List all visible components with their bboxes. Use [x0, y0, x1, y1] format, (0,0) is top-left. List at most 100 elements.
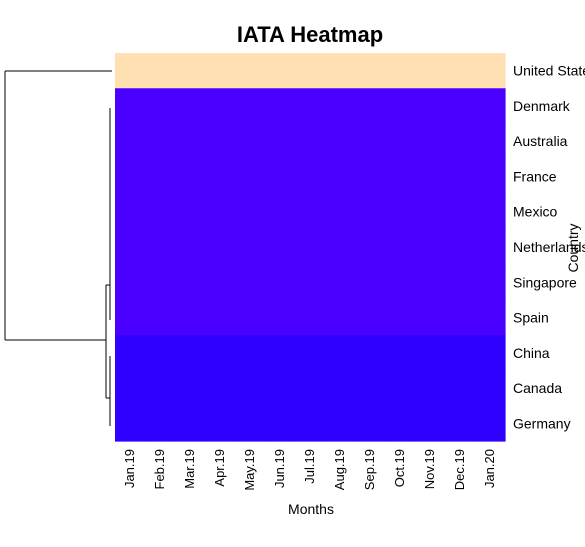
row-label-france: France: [513, 168, 557, 184]
heatmap-cell-canada-jul-19: [295, 370, 326, 407]
heatmap-cell-france-jul-19: [295, 158, 326, 195]
heatmap-cell-mexico-jan-20: [475, 194, 506, 230]
heatmap-cell-united-states-apr-19: [205, 53, 236, 89]
heatmap-cell-denmark-jul-19: [295, 88, 326, 125]
heatmap-cell-denmark-jan-20: [475, 88, 506, 125]
heatmap-cell-france-dec-19: [445, 158, 476, 195]
column-label-jun-19: Jun.19: [272, 449, 287, 488]
row-label-china: China: [513, 345, 550, 361]
heatmap-cell-singapore-dec-19: [445, 264, 476, 301]
heatmap-cell-netherlands-sep-19: [355, 229, 386, 266]
row-label-netherlands: Netherlands: [513, 239, 585, 255]
heatmap-cell-china-jul-19: [295, 335, 326, 372]
heatmap-cell-netherlands-jan-20: [475, 229, 506, 266]
heatmap-cell-canada-jan-19: [115, 370, 146, 407]
heatmap-cell-netherlands-jun-19: [265, 229, 296, 266]
heatmap-cell-australia-jun-19: [265, 123, 296, 160]
heatmap-cell-united-states-mar-19: [175, 53, 206, 89]
heatmap-cell-australia-sep-19: [355, 123, 386, 160]
heatmap-cell-france-jan-19: [115, 158, 146, 195]
heatmap-cell-united-states-nov-19: [415, 53, 446, 89]
heatmap-cell-canada-may-19: [235, 370, 266, 407]
heatmap-cell-denmark-jan-19: [115, 88, 146, 125]
heatmap-cell-germany-nov-19: [415, 405, 446, 442]
heatmap-cell-united-states-may-19: [235, 53, 266, 89]
heatmap-cell-spain-dec-19: [445, 299, 476, 336]
column-label-nov-19: Nov.19: [422, 449, 437, 489]
heatmap-cell-china-oct-19: [385, 335, 416, 372]
heatmap-cell-singapore-mar-19: [175, 264, 206, 301]
heatmap-cell-mexico-jan-19: [115, 194, 146, 230]
heatmap-cell-canada-sep-19: [355, 370, 386, 407]
heatmap-cell-singapore-feb-19: [145, 264, 176, 301]
heatmap-cell-spain-may-19: [235, 299, 266, 336]
heatmap-cell-france-aug-19: [325, 158, 356, 195]
heatmap-cell-france-mar-19: [175, 158, 206, 195]
heatmap-cell-france-oct-19: [385, 158, 416, 195]
heatmap-cell-united-states-jul-19: [295, 53, 326, 89]
heatmap-cell-singapore-jan-20: [475, 264, 506, 301]
heatmap-cell-mexico-mar-19: [175, 194, 206, 230]
row-label-mexico: Mexico: [513, 204, 558, 220]
heatmap-cell-australia-nov-19: [415, 123, 446, 160]
heatmap-cell-spain-jan-20: [475, 299, 506, 336]
heatmap-cell-canada-feb-19: [145, 370, 176, 407]
heatmap-cell-australia-mar-19: [175, 123, 206, 160]
column-label-mar-19: Mar.19: [182, 449, 197, 489]
chart-title: IATA Heatmap: [237, 22, 383, 47]
heatmap-cell-germany-jul-19: [295, 405, 326, 442]
heatmap-cell-canada-oct-19: [385, 370, 416, 407]
column-label-aug-19: Aug.19: [332, 449, 347, 490]
heatmap-cell-china-apr-19: [205, 335, 236, 372]
heatmap-cell-united-states-jan-20: [475, 53, 506, 89]
heatmap-cell-netherlands-apr-19: [205, 229, 236, 266]
heatmap-cell-singapore-aug-19: [325, 264, 356, 301]
heatmap-cell-france-apr-19: [205, 158, 236, 195]
heatmap-cell-canada-jan-20: [475, 370, 506, 407]
heatmap-cell-denmark-sep-19: [355, 88, 386, 125]
row-label-denmark: Denmark: [513, 98, 571, 114]
heatmap-cell-germany-sep-19: [355, 405, 386, 442]
heatmap-cell-singapore-nov-19: [415, 264, 446, 301]
heatmap-cell-united-states-dec-19: [445, 53, 476, 89]
column-label-sep-19: Sep.19: [362, 449, 377, 490]
heatmap-cell-australia-jan-20: [475, 123, 506, 160]
column-label-jan-20: Jan.20: [482, 449, 497, 488]
heatmap-cell-denmark-feb-19: [145, 88, 176, 125]
heatmap-cell-netherlands-jul-19: [295, 229, 326, 266]
heatmap-cell-australia-jul-19: [295, 123, 326, 160]
heatmap-cell-spain-jun-19: [265, 299, 296, 336]
heatmap-cell-denmark-jun-19: [265, 88, 296, 125]
heatmap-cell-germany-may-19: [235, 405, 266, 442]
heatmap-cell-mexico-aug-19: [325, 194, 356, 230]
heatmap-cell-spain-jul-19: [295, 299, 326, 336]
heatmap-cell-spain-mar-19: [175, 299, 206, 336]
heatmap-cell-china-may-19: [235, 335, 266, 372]
heatmap-cell-netherlands-feb-19: [145, 229, 176, 266]
heatmap-cell-spain-sep-19: [355, 299, 386, 336]
heatmap-cell-germany-dec-19: [445, 405, 476, 442]
heatmap-cell-france-nov-19: [415, 158, 446, 195]
column-label-oct-19: Oct.19: [392, 449, 407, 487]
heatmap-cell-singapore-jul-19: [295, 264, 326, 301]
heatmap-cell-china-sep-19: [355, 335, 386, 372]
heatmap-cell-australia-jan-19: [115, 123, 146, 160]
heatmap-cell-netherlands-aug-19: [325, 229, 356, 266]
heatmap-cell-spain-apr-19: [205, 299, 236, 336]
heatmap-cell-china-nov-19: [415, 335, 446, 372]
row-labels: United States Denmark Australia France Mexic…: [513, 63, 585, 432]
heatmap-cell-china-jan-20: [475, 335, 506, 372]
row-label-united-states: United States: [513, 63, 585, 79]
heatmap-cell-germany-mar-19: [175, 405, 206, 442]
heatmap-cell-germany-aug-19: [325, 405, 356, 442]
heatmap-cell-singapore-may-19: [235, 264, 266, 301]
heatmap-cell-australia-aug-19: [325, 123, 356, 160]
heatmap-cell-canada-apr-19: [205, 370, 236, 407]
heatmap-cell-united-states-oct-19: [385, 53, 416, 89]
heatmap-cell-mexico-jun-19: [265, 194, 296, 230]
heatmap-cell-spain-jan-19: [115, 299, 146, 336]
heatmap-cell-china-dec-19: [445, 335, 476, 372]
heatmap-cell-mexico-apr-19: [205, 194, 236, 230]
heatmap-cell-netherlands-jan-19: [115, 229, 146, 266]
